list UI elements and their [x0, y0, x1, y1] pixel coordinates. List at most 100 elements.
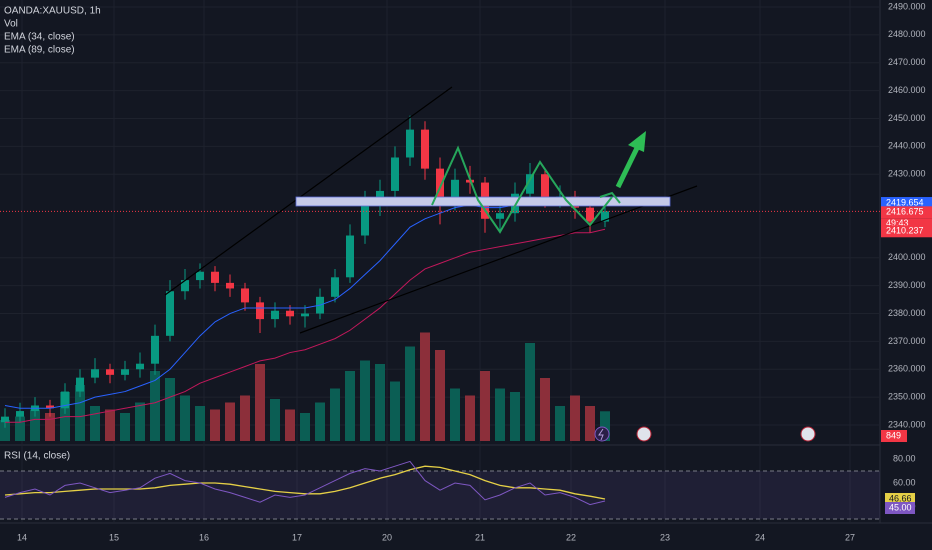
- price-tag: [881, 206, 932, 219]
- candle-body: [181, 280, 189, 292]
- volume-tag: [881, 430, 907, 442]
- candle-body: [601, 211, 609, 222]
- volume-bar: [165, 378, 175, 441]
- rsi-pane: [0, 460, 880, 520]
- volume-bar: [180, 395, 190, 441]
- volume-pane: [0, 332, 610, 441]
- rsi-tag-label: 45.00: [889, 502, 912, 512]
- x-tick-label: 20: [382, 532, 392, 542]
- volume-bar: [150, 371, 160, 441]
- volume-bar: [510, 392, 520, 441]
- rsi-band: [0, 471, 880, 519]
- volume-bar: [435, 350, 445, 441]
- price-tag-label: 2416.675: [886, 207, 924, 217]
- ema-line: [4, 201, 606, 409]
- candle-body: [166, 291, 174, 336]
- candle-body: [211, 271, 219, 283]
- x-tick-label: 22: [566, 532, 576, 542]
- volume-tag-label: 849: [886, 430, 901, 440]
- candle-body: [61, 391, 69, 409]
- event-flag[interactable]: [800, 426, 816, 442]
- candle-body: [541, 174, 549, 200]
- volume-bar: [495, 388, 505, 441]
- volume-bar: [135, 402, 145, 441]
- drawings: [164, 86, 816, 442]
- rsi-tick-label: 80.00: [893, 453, 916, 463]
- candle-body: [1, 416, 9, 423]
- candle-body: [256, 302, 264, 320]
- volume-bar: [315, 402, 325, 441]
- candle-body: [136, 363, 144, 370]
- event-icon[interactable]: [594, 426, 610, 442]
- rsi-line: [4, 465, 606, 500]
- axes: 2490.000 2480.000 2470.000 2460.000 2450.000…: [17, 1, 932, 542]
- symbol-title: OANDA:XAUUSD, 1h: [4, 6, 101, 17]
- volume-bar: [210, 409, 220, 441]
- candle-body: [76, 377, 84, 392]
- volume-bar: [105, 409, 115, 441]
- volume-bar: [45, 413, 55, 441]
- volume-bar: [480, 371, 490, 441]
- rsi-tick-label: 60.00: [893, 477, 916, 487]
- rsi-title: RSI (14, close): [4, 451, 70, 462]
- candle-body: [346, 235, 354, 278]
- candle-body: [121, 369, 129, 375]
- candle-body: [16, 411, 24, 417]
- volume-bar: [285, 409, 295, 441]
- candle-body: [241, 288, 249, 303]
- candle-body: [226, 282, 234, 289]
- x-tick-label: 21: [475, 532, 485, 542]
- y-tick-label: 2450.000: [888, 113, 926, 123]
- volume-bar: [405, 346, 415, 441]
- rsi-tag: [885, 502, 915, 514]
- candle-body: [91, 369, 99, 378]
- pattern-path: [599, 191, 621, 204]
- volume-bar: [300, 413, 310, 441]
- y-tick-label: 2390.000: [888, 280, 926, 290]
- event-flag[interactable]: [636, 426, 652, 442]
- indicator-label: EMA (89, close): [4, 45, 75, 56]
- y-tick-label: 2470.000: [888, 57, 926, 67]
- x-tick-label: 15: [109, 532, 119, 542]
- candle-body: [196, 271, 204, 281]
- volume-bar: [30, 409, 40, 441]
- pattern-path: [431, 145, 613, 234]
- y-tick-label: 2440.000: [888, 141, 926, 151]
- candle-body: [106, 369, 114, 375]
- candle-body: [526, 174, 534, 194]
- y-tick-label: 2430.000: [888, 169, 926, 179]
- x-tick-label: 14: [17, 532, 27, 542]
- volume-bar: [450, 388, 460, 441]
- x-tick-label: 27: [845, 532, 855, 542]
- ema-line: [5, 228, 606, 423]
- volume-bar: [600, 411, 610, 441]
- arrow: [615, 144, 641, 189]
- volume-bar: [225, 402, 235, 441]
- y-tick-label: 2350.000: [888, 392, 926, 402]
- trend-line: [164, 86, 453, 296]
- volume-bar: [15, 416, 25, 441]
- y-tick-label: 2340.000: [888, 419, 926, 429]
- candle-body: [361, 202, 369, 236]
- candle-body: [331, 277, 339, 297]
- volume-bar: [75, 385, 85, 441]
- x-tick-label: 16: [199, 532, 209, 542]
- volume-bar: [585, 406, 595, 441]
- rsi-line: [4, 460, 606, 506]
- volume-bar: [240, 395, 250, 441]
- volume-bar: [420, 332, 430, 441]
- volume-bar: [195, 406, 205, 441]
- y-tick-label: 2360.000: [888, 364, 926, 374]
- volume-bar: [0, 420, 10, 441]
- candle-body: [46, 405, 54, 409]
- price-tag: [881, 225, 932, 238]
- arrow-head: [628, 131, 646, 152]
- y-tick-label: 2460.000: [888, 85, 926, 95]
- candle-body: [271, 310, 279, 320]
- volume-bar: [90, 406, 100, 441]
- x-tick-label: 23: [660, 532, 670, 542]
- volume-bar: [270, 399, 280, 441]
- volume-bar: [390, 381, 400, 441]
